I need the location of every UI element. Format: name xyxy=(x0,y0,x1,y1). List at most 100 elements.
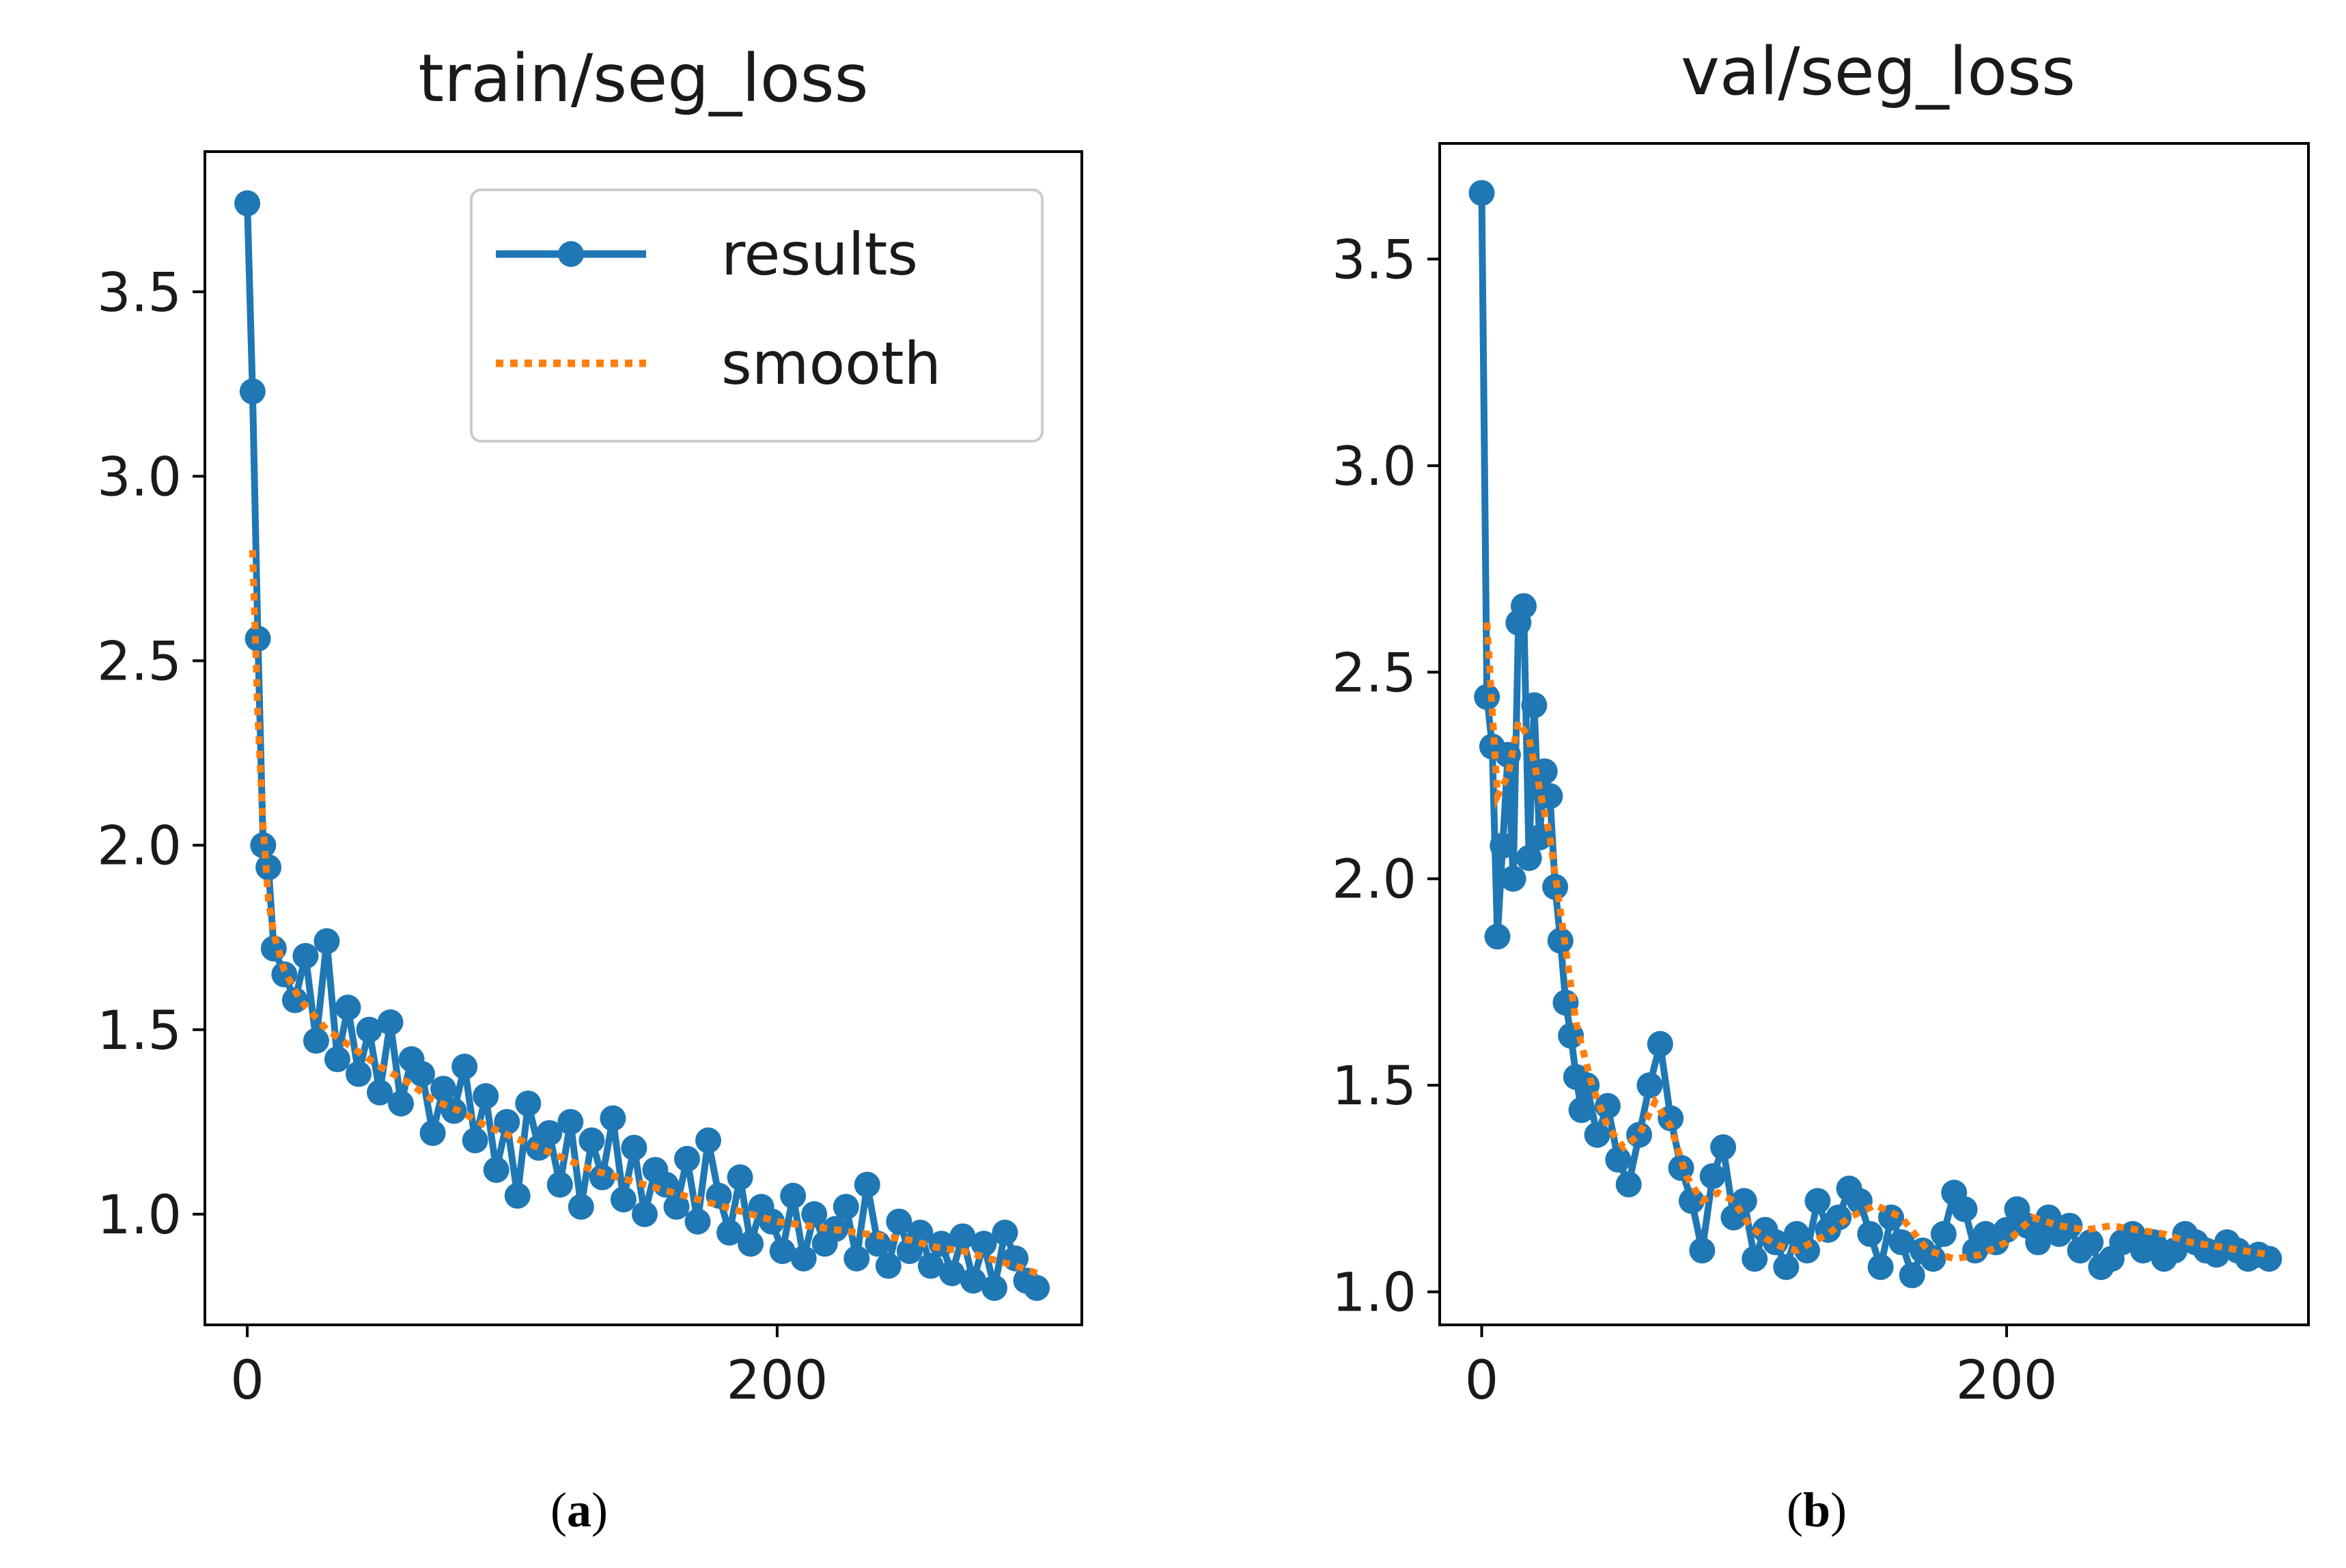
x-tick-label: 0 xyxy=(230,1350,264,1412)
data-point-results xyxy=(1468,180,1495,206)
data-point-results xyxy=(1647,1031,1673,1057)
data-point-results xyxy=(769,1237,796,1264)
data-point-results xyxy=(780,1182,807,1209)
data-point-results xyxy=(578,1127,605,1153)
data-point-results xyxy=(875,1252,902,1279)
data-point-results xyxy=(536,1120,563,1147)
data-point-results xyxy=(1930,1220,1957,1247)
data-point-results xyxy=(335,994,361,1021)
data-point-results xyxy=(504,1182,531,1209)
x-tick-label: 200 xyxy=(726,1350,828,1412)
legend-smooth-label: smooth xyxy=(721,330,941,398)
data-point-results xyxy=(1547,927,1574,954)
caption-b-open: ( xyxy=(1787,1483,1803,1537)
data-point-results xyxy=(790,1245,817,1272)
x-tick-label: 200 xyxy=(1956,1350,2058,1412)
data-point-results xyxy=(970,1231,997,1257)
x-axis: 0 200 xyxy=(230,1325,828,1412)
data-point-results xyxy=(854,1171,880,1198)
data-point-results xyxy=(684,1208,711,1235)
y-tick-label: 2.0 xyxy=(1332,850,1416,911)
series-line-smooth xyxy=(249,550,1038,1277)
data-point-results xyxy=(1516,845,1542,871)
data-point-results xyxy=(886,1208,912,1235)
data-point-results xyxy=(589,1164,615,1190)
data-point-results xyxy=(1568,1097,1595,1123)
data-point-results xyxy=(2056,1212,2083,1239)
plot-frame xyxy=(204,150,1083,1326)
data-point-results xyxy=(938,1260,965,1287)
y-tick-label: 1.5 xyxy=(97,1000,182,1062)
data-point-results xyxy=(1920,1246,1946,1272)
data-point-results xyxy=(2256,1246,2282,1272)
data-point-results xyxy=(631,1201,658,1227)
data-point-results xyxy=(1867,1254,1894,1280)
data-point-results xyxy=(981,1274,1007,1301)
data-point-results xyxy=(960,1268,986,1294)
caption-b: (b) xyxy=(1787,1482,1847,1539)
chart-train-seg-loss: train/seg_loss 1.0 1.5 2.0 2.5 3.0 3.5 0 200 r… xyxy=(97,40,1083,1412)
y-tick-label: 1.5 xyxy=(1332,1056,1416,1117)
x-tick-label: 0 xyxy=(1465,1350,1499,1412)
data-point-results xyxy=(1678,1188,1705,1214)
data-point-results xyxy=(1584,1121,1610,1148)
data-point-results xyxy=(281,987,308,1013)
data-point-results xyxy=(663,1194,690,1220)
data-point-results xyxy=(377,1009,404,1035)
data-point-results xyxy=(1615,1171,1642,1198)
data-point-results xyxy=(1490,832,1516,859)
data-point-results xyxy=(324,1046,350,1073)
data-point-results xyxy=(356,1016,382,1043)
y-tick-label: 3.5 xyxy=(1332,229,1416,291)
caption-a-letter: a xyxy=(566,1483,591,1537)
data-point-results xyxy=(1494,742,1521,768)
data-point-results xyxy=(1024,1274,1050,1301)
y-tick-label: 2.5 xyxy=(1332,643,1416,704)
series-line-smooth xyxy=(1483,622,2270,1263)
data-point-results xyxy=(1521,692,1548,718)
data-point-results xyxy=(313,928,340,955)
legend-results-marker xyxy=(558,241,584,267)
data-point-results xyxy=(1500,865,1526,892)
data-point-results xyxy=(1484,923,1511,950)
data-point-results xyxy=(250,832,277,858)
caption-a-open: ( xyxy=(550,1483,567,1537)
data-point-results xyxy=(451,1053,478,1080)
data-point-results xyxy=(345,1061,372,1087)
data-point-results xyxy=(303,1028,329,1054)
y-tick-label: 3.5 xyxy=(97,262,182,324)
data-point-results xyxy=(738,1231,764,1257)
y-tick-label: 2.5 xyxy=(97,632,182,693)
data-point-results xyxy=(801,1201,828,1227)
data-point-results xyxy=(1626,1121,1653,1148)
y-tick-label: 3.0 xyxy=(1332,436,1416,498)
y-axis: 1.0 1.5 2.0 2.5 3.0 3.5 xyxy=(97,262,205,1246)
data-point-results xyxy=(419,1120,446,1147)
data-point-results xyxy=(1857,1220,1884,1247)
data-point-results xyxy=(409,1061,436,1087)
data-point-results xyxy=(367,1079,393,1106)
data-point-results xyxy=(430,1076,457,1102)
data-point-results xyxy=(1510,593,1537,619)
data-point-results xyxy=(674,1145,701,1172)
data-point-results xyxy=(621,1134,647,1161)
plot-frame xyxy=(1438,142,2310,1326)
data-point-results xyxy=(1742,1246,1768,1272)
data-point-results xyxy=(610,1186,637,1213)
y-tick-label: 2.0 xyxy=(97,816,182,878)
caption-b-letter: b xyxy=(1802,1483,1831,1537)
data-point-results xyxy=(473,1083,499,1110)
x-axis: 0 200 xyxy=(1465,1325,2058,1412)
data-point-results xyxy=(833,1194,859,1220)
caption-a-close: ) xyxy=(591,1483,608,1537)
data-point-results xyxy=(1636,1072,1663,1099)
data-point-results xyxy=(1531,758,1558,785)
data-point-results xyxy=(727,1164,753,1190)
data-point-results xyxy=(695,1127,722,1153)
data-point-results xyxy=(568,1194,594,1220)
data-point-results xyxy=(600,1105,626,1132)
plot-area xyxy=(1468,180,2282,1289)
data-point-results xyxy=(388,1090,415,1117)
data-point-results xyxy=(992,1219,1018,1246)
